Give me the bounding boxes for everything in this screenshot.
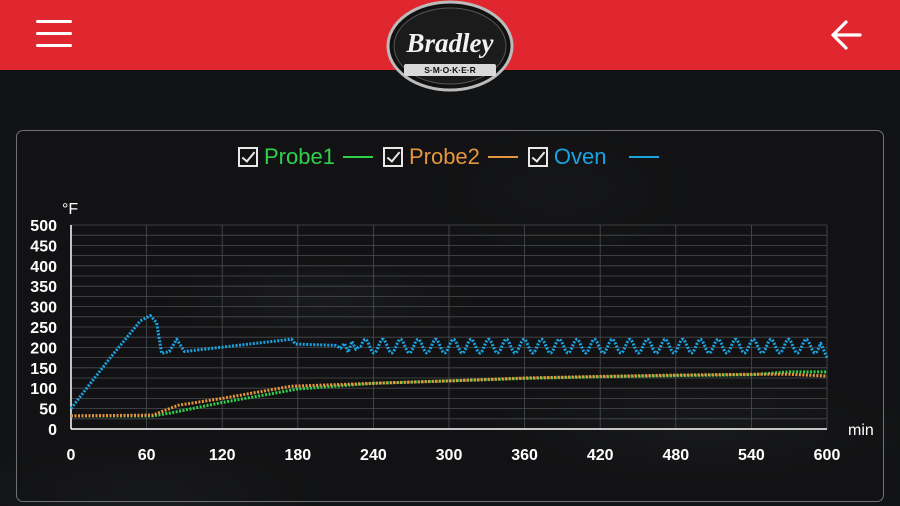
x-tick-label: 360 <box>511 447 538 464</box>
legend-label-probe1: Probe1 <box>264 144 335 169</box>
chart-axes <box>70 225 827 430</box>
bradley-smoker-logo: Bradley S·M·O·K·E·R <box>386 0 514 92</box>
legend-swatch-probe1 <box>342 156 373 158</box>
x-tick-label: 0 <box>67 447 76 464</box>
chart-ticks: 0 50 100 150 200 250 300 350 400 450 500 0 60 120 180 2… <box>30 218 840 464</box>
x-tick-label: 60 <box>138 447 156 464</box>
chart-series <box>69 314 829 418</box>
checkbox-checked-icon[interactable] <box>527 147 548 167</box>
svg-text:Bradley: Bradley <box>406 28 495 58</box>
y-tick-label: 300 <box>30 300 57 317</box>
chart-legend: Probe1 Probe2 Oven <box>238 142 669 172</box>
x-tick-label: 540 <box>738 447 765 464</box>
y-axis-unit: °F <box>62 201 78 218</box>
y-tick-label: 200 <box>30 340 57 357</box>
arrow-left-icon[interactable] <box>828 18 864 52</box>
y-tick-label: 250 <box>30 320 57 337</box>
checkbox-checked-icon[interactable] <box>382 147 403 167</box>
legend-label-probe2: Probe2 <box>408 144 480 169</box>
y-tick-label: 50 <box>39 402 57 419</box>
x-tick-label: 480 <box>662 447 689 464</box>
checkbox-checked-icon[interactable] <box>238 147 258 167</box>
y-tick-label: 150 <box>30 361 57 378</box>
hamburger-menu-icon[interactable] <box>36 18 72 50</box>
y-tick-label: 100 <box>30 381 57 398</box>
x-tick-label: 240 <box>360 447 387 464</box>
y-tick-label: 400 <box>30 259 57 276</box>
y-tick-label: 350 <box>30 279 57 296</box>
legend-item-probe2[interactable]: Probe2 <box>382 144 518 170</box>
x-tick-label: 600 <box>814 447 841 464</box>
app-header: Bradley S·M·O·K·E·R <box>0 0 900 92</box>
legend-label-oven: Oven <box>553 144 607 169</box>
x-tick-label: 300 <box>436 447 463 464</box>
y-tick-label: 500 <box>30 218 57 235</box>
series-line-probe2 <box>70 372 828 418</box>
x-tick-label: 180 <box>284 447 311 464</box>
x-tick-label: 420 <box>587 447 614 464</box>
legend-item-probe1[interactable]: Probe1 <box>238 144 373 170</box>
legend-swatch-oven <box>628 156 659 158</box>
x-tick-label: 120 <box>209 447 236 464</box>
chart-grid <box>70 224 828 430</box>
y-tick-label: 450 <box>30 238 57 255</box>
chart-panel <box>16 130 884 502</box>
legend-swatch-probe2 <box>487 156 518 158</box>
svg-text:S·M·O·K·E·R: S·M·O·K·E·R <box>424 65 475 75</box>
y-tick-label: 0 <box>48 422 57 439</box>
legend-item-oven[interactable]: Oven <box>527 144 659 170</box>
x-axis-unit: min <box>848 422 874 439</box>
